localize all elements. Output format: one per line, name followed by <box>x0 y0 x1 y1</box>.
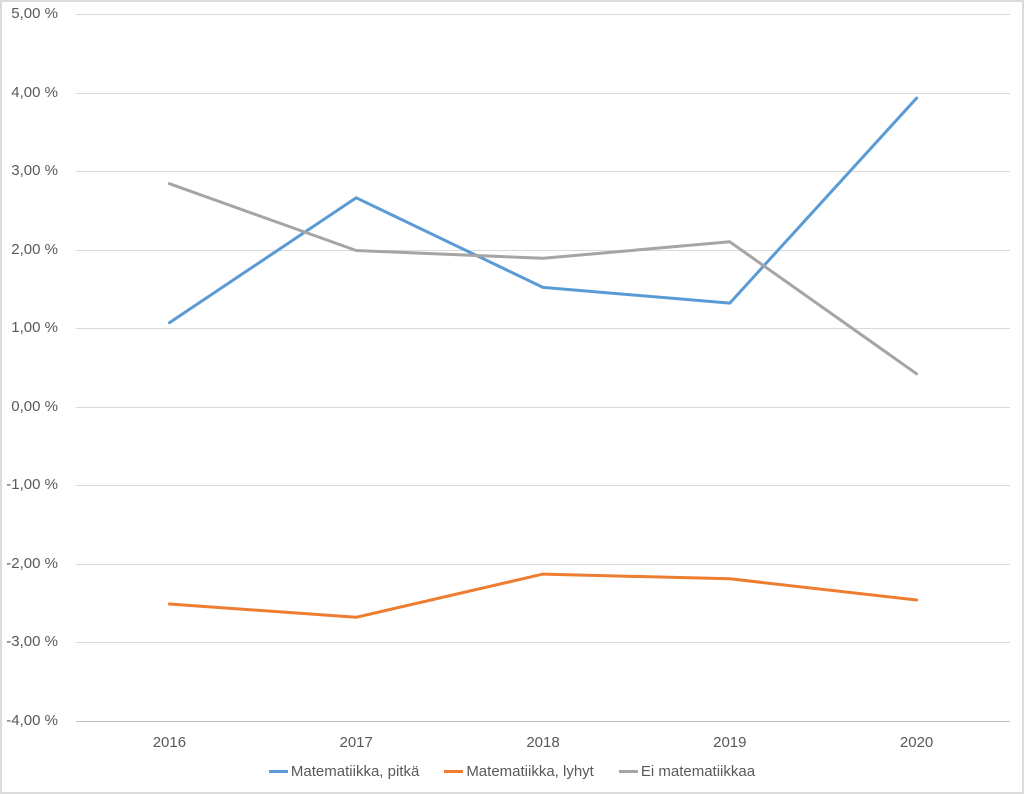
y-tick-label: 4,00 % <box>11 83 58 101</box>
x-tick-label: 2019 <box>713 734 747 751</box>
y-tick-label: 1,00 % <box>11 319 58 337</box>
x-tick-label: 2016 <box>152 734 187 751</box>
y-tick-label: -1,00 % <box>6 476 58 494</box>
legend-item: Matematiikka, lyhyt <box>444 763 594 780</box>
y-tick-label: -3,00 % <box>6 633 58 651</box>
y-tick-label: 0,00 % <box>11 397 58 415</box>
legend-line-swatch <box>618 769 638 773</box>
series-line-2 <box>167 182 919 376</box>
legend-item: Matematiikka, pitkä <box>268 762 420 780</box>
legend-label: Matematiikka, lyhyt <box>466 762 594 780</box>
series-line-1 <box>167 572 919 619</box>
y-tick-label: 3,00 % <box>11 162 58 180</box>
series-line-0 <box>167 96 919 325</box>
x-tick-label: 2020 <box>899 734 934 751</box>
y-tick-label: 5,00 % <box>11 5 58 22</box>
y-tick-label: 2,00 % <box>11 240 58 258</box>
x-tick-label: 2018 <box>526 734 560 751</box>
legend-line-swatch <box>268 769 288 773</box>
legend-line-swatch <box>444 769 464 773</box>
y-tick-label: -2,00 % <box>6 554 58 572</box>
legend-label: Matematiikka, pitkä <box>290 762 420 780</box>
x-tick-label: 2017 <box>339 734 373 751</box>
legend: Matematiikka, pitkä Matematiikka, lyhyt … <box>0 761 1024 781</box>
legend-item: Ei matematiikkaa <box>618 762 756 780</box>
y-tick-label: -4,00 % <box>6 712 58 729</box>
legend-label: Ei matematiikkaa <box>640 762 756 780</box>
